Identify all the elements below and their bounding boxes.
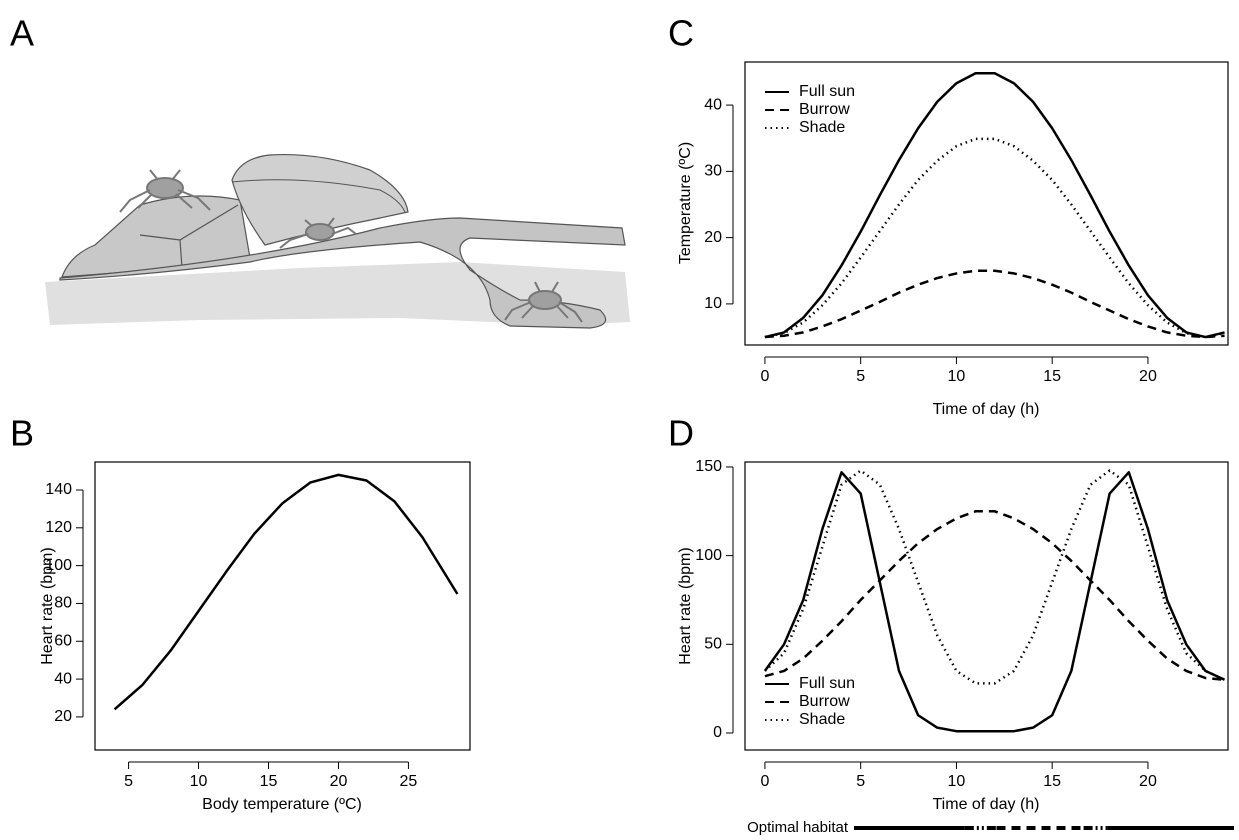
panel-label: A [10, 13, 34, 54]
x-axis-title: Time of day (h) [933, 401, 1040, 418]
x-tick-label: 15 [260, 773, 278, 790]
x-tick-label: 15 [1043, 368, 1061, 385]
crab [119, 169, 211, 213]
legend-label: Burrow [799, 693, 850, 710]
x-tick-label: 15 [1043, 773, 1061, 790]
illustration [45, 154, 630, 329]
y-tick-label: 120 [45, 519, 72, 536]
panel-label: D [668, 413, 694, 454]
x-tick-label: 20 [1139, 368, 1157, 385]
sand [45, 262, 630, 325]
y-tick-label: 0 [713, 724, 722, 741]
y-tick-label: 140 [45, 481, 72, 498]
panel-label: B [10, 413, 34, 454]
y-tick-label: 10 [704, 295, 722, 312]
crab [279, 217, 357, 249]
legend-label: Shade [799, 119, 845, 136]
series-line [113, 473, 459, 711]
plot-frame [744, 461, 1229, 751]
series-line [764, 269, 1225, 339]
x-tick-label: 10 [948, 368, 966, 385]
plot-frame [94, 461, 471, 751]
y-tick-label: 50 [704, 636, 722, 653]
x-axis-title: Time of day (h) [933, 796, 1040, 813]
x-axis-title: Body temperature (ºC) [202, 796, 362, 813]
rock-edge [231, 179, 406, 213]
x-tick-label: 25 [400, 773, 418, 790]
plot-frame [744, 61, 1229, 346]
y-tick-label: 100 [695, 547, 722, 564]
x-tick-label: 0 [760, 368, 769, 385]
x-tick-label: 20 [330, 773, 348, 790]
y-axis-title: Temperature (ºC) [677, 142, 694, 264]
x-tick-label: 0 [760, 773, 769, 790]
series-line [764, 137, 1225, 339]
x-tick-label: 5 [856, 773, 865, 790]
series-line [764, 469, 1226, 685]
y-tick-label: 20 [704, 229, 722, 246]
legend-label: Shade [799, 711, 845, 728]
y-axis-title: Heart rate (bpm) [39, 547, 56, 664]
series-line [763, 471, 1226, 733]
y-tick-label: 40 [704, 96, 722, 113]
legend-label: Full sun [799, 83, 855, 100]
habitat-label: Optimal habitat [747, 819, 849, 836]
x-tick-label: 10 [190, 773, 208, 790]
y-tick-label: 80 [54, 595, 72, 612]
series-line [764, 72, 1225, 339]
y-tick-label: 150 [695, 458, 722, 475]
y-tick-label: 20 [54, 708, 72, 725]
legend-label: Burrow [799, 101, 850, 118]
y-tick-label: 100 [45, 557, 72, 574]
x-tick-label: 5 [856, 368, 865, 385]
y-axis-title: Heart rate (bpm) [677, 547, 694, 664]
panel-label: C [668, 13, 694, 54]
rock-crack [139, 204, 239, 269]
legend-label: Full sun [799, 675, 855, 692]
burrow [59, 217, 626, 329]
y-tick-label: 40 [54, 670, 72, 687]
x-tick-label: 20 [1139, 773, 1157, 790]
y-tick-label: 30 [704, 163, 722, 180]
series-line [764, 510, 1225, 682]
y-tick-label: 60 [54, 632, 72, 649]
rock [231, 154, 409, 246]
crab [504, 281, 583, 323]
x-tick-label: 5 [124, 773, 133, 790]
x-tick-label: 10 [948, 773, 966, 790]
